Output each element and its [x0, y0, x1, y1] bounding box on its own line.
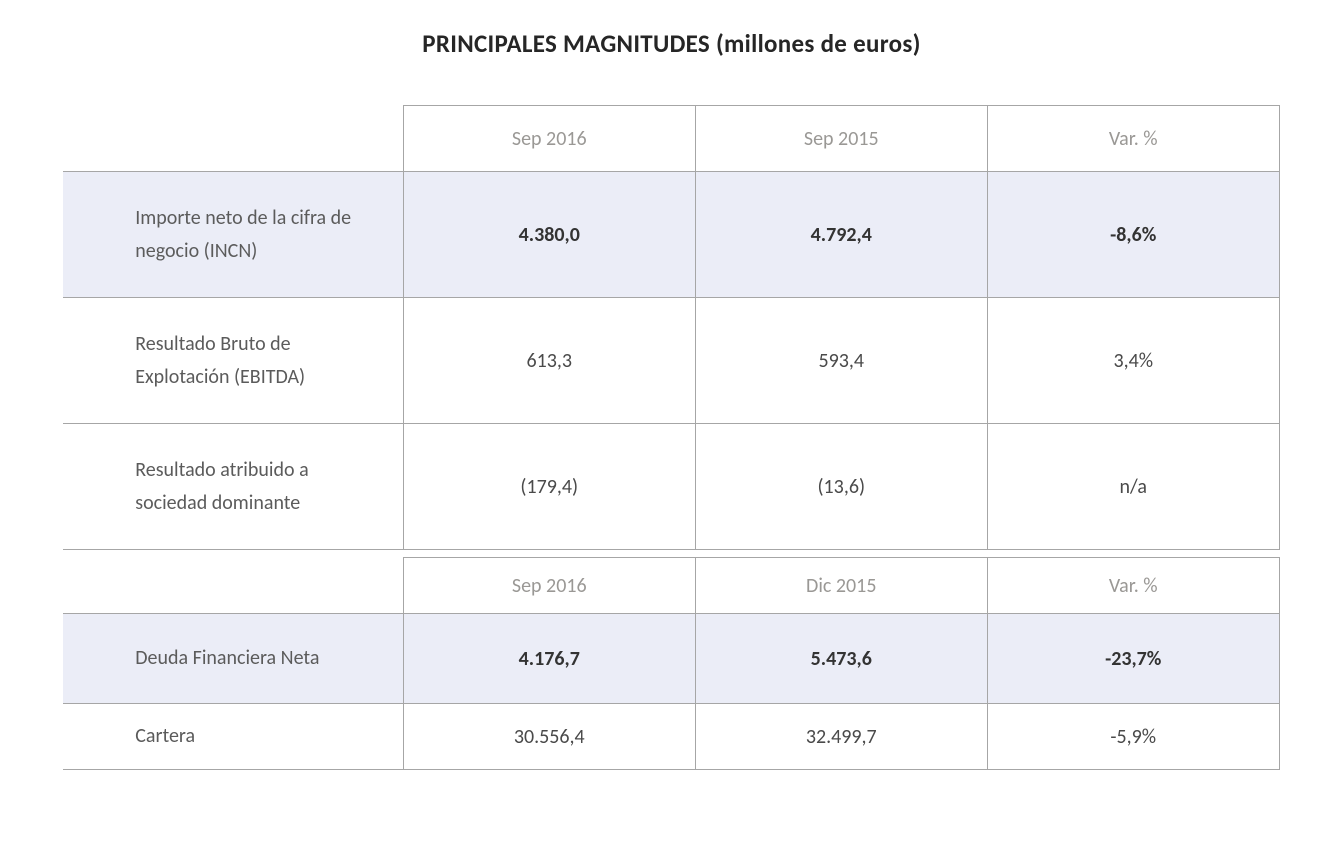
section-spacer: [63, 550, 1279, 558]
header-col-var: Var. %: [987, 106, 1279, 172]
row-label: Resultado atribuido a sociedad dominante: [63, 424, 403, 550]
page-title: PRINCIPALES MAGNITUDES (millones de euro…: [0, 28, 1343, 59]
row-value: 4.380,0: [403, 172, 695, 298]
table-header-row: Sep 2016 Sep 2015 Var. %: [63, 106, 1279, 172]
row-value: (179,4): [403, 424, 695, 550]
table-row: Cartera 30.556,4 32.499,7 -5,9%: [63, 704, 1279, 770]
row-value: (13,6): [695, 424, 987, 550]
row-value: n/a: [987, 424, 1279, 550]
row-value: -8,6%: [987, 172, 1279, 298]
row-label: Deuda Financiera Neta: [63, 614, 403, 704]
table-header-row: Sep 2016 Dic 2015 Var. %: [63, 558, 1279, 614]
row-label: Importe neto de la cifra de negocio (INC…: [63, 172, 403, 298]
magnitudes-table: Sep 2016 Sep 2015 Var. % Importe neto de…: [63, 105, 1280, 770]
row-value: 613,3: [403, 298, 695, 424]
header-col-dic2015: Dic 2015: [695, 558, 987, 614]
row-value: 32.499,7: [695, 704, 987, 770]
table-row: Deuda Financiera Neta 4.176,7 5.473,6 -2…: [63, 614, 1279, 704]
header-blank: [63, 558, 403, 614]
row-label: Cartera: [63, 704, 403, 770]
row-value: 3,4%: [987, 298, 1279, 424]
table-row: Importe neto de la cifra de negocio (INC…: [63, 172, 1279, 298]
table-row: Resultado Bruto de Explotación (EBITDA) …: [63, 298, 1279, 424]
header-col-var: Var. %: [987, 558, 1279, 614]
table-row: Resultado atribuido a sociedad dominante…: [63, 424, 1279, 550]
header-col-sep2016: Sep 2016: [403, 558, 695, 614]
row-value: 30.556,4: [403, 704, 695, 770]
row-value: 4.792,4: [695, 172, 987, 298]
row-value: 593,4: [695, 298, 987, 424]
header-blank: [63, 106, 403, 172]
row-value: 4.176,7: [403, 614, 695, 704]
header-col-sep2016: Sep 2016: [403, 106, 695, 172]
page: PRINCIPALES MAGNITUDES (millones de euro…: [0, 0, 1343, 843]
row-value: -5,9%: [987, 704, 1279, 770]
row-label: Resultado Bruto de Explotación (EBITDA): [63, 298, 403, 424]
row-value: -23,7%: [987, 614, 1279, 704]
row-value: 5.473,6: [695, 614, 987, 704]
header-col-sep2015: Sep 2015: [695, 106, 987, 172]
